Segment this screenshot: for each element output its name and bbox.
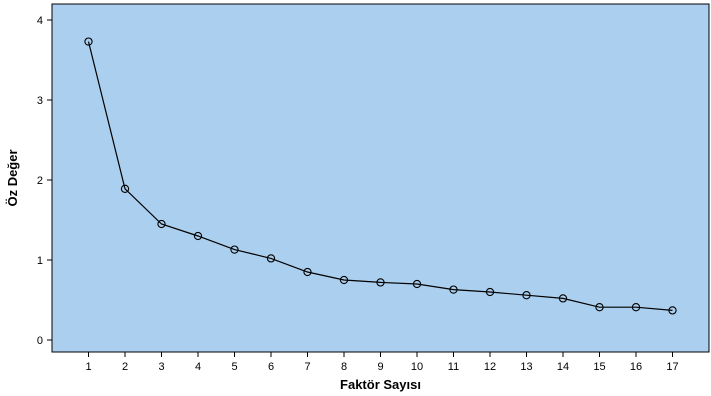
plot-area xyxy=(51,3,710,353)
x-tick-label: 10 xyxy=(411,361,423,373)
y-tick-label: 3 xyxy=(37,95,43,107)
series-line xyxy=(87,41,673,311)
x-axis-title: Faktör Sayısı xyxy=(340,377,421,392)
y-tick-label: 0 xyxy=(37,335,43,347)
x-tick-label: 3 xyxy=(158,361,164,373)
x-tick-label: 17 xyxy=(666,361,678,373)
x-tick-label: 15 xyxy=(593,361,605,373)
data-point xyxy=(230,245,239,254)
data-point xyxy=(157,219,166,229)
x-tick-label: 14 xyxy=(557,361,569,373)
x-tick-label: 16 xyxy=(630,361,642,373)
data-points xyxy=(84,37,677,315)
data-point xyxy=(84,37,93,46)
data-point xyxy=(485,287,495,297)
data-point xyxy=(376,278,385,287)
data-point xyxy=(266,254,276,263)
data-point xyxy=(631,303,641,312)
data-point xyxy=(193,231,203,241)
data-point xyxy=(449,285,458,294)
data-point xyxy=(668,306,677,315)
x-tick-label: 12 xyxy=(484,361,496,373)
y-axis: 0 1 2 3 4 xyxy=(37,15,52,347)
data-point xyxy=(558,294,568,303)
data-point xyxy=(522,291,531,300)
x-tick-label: 8 xyxy=(341,361,347,373)
data-point xyxy=(339,275,349,285)
data-point xyxy=(595,303,604,312)
data-point xyxy=(412,279,422,289)
data-point xyxy=(303,267,312,277)
x-tick-label: 13 xyxy=(520,361,532,373)
x-tick-label: 9 xyxy=(377,361,383,373)
y-tick-label: 2 xyxy=(37,175,43,187)
x-axis: 1 2 3 4 5 6 7 8 9 10 11 12 13 14 15 16 17 xyxy=(85,352,679,373)
x-tick-label: 5 xyxy=(231,361,237,373)
x-tick-label: 2 xyxy=(122,361,128,373)
x-tick-label: 11 xyxy=(448,361,459,373)
y-tick-label: 4 xyxy=(37,15,43,27)
data-point xyxy=(120,184,130,193)
x-tick-label: 1 xyxy=(85,361,91,373)
x-tick-label: 7 xyxy=(304,361,310,373)
x-tick-label: 6 xyxy=(268,361,274,373)
y-axis-title: Öz Değer xyxy=(5,149,20,206)
y-tick-label: 1 xyxy=(37,255,43,267)
x-tick-label: 4 xyxy=(195,361,201,373)
